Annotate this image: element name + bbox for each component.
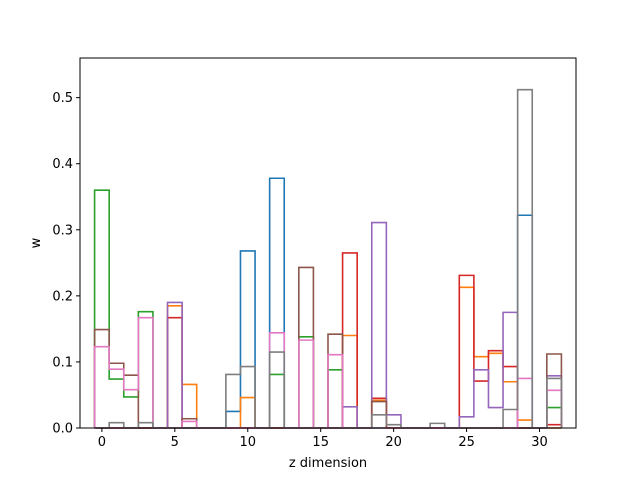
x-tick-label: 25 [458,435,475,450]
x-tick-label: 10 [239,435,256,450]
y-tick-label: 0.3 [52,223,73,238]
y-tick-label: 0.4 [52,157,73,172]
y-tick-label: 0.5 [52,91,73,106]
x-tick-label: 20 [385,435,402,450]
y-tick-label: 0.0 [52,422,73,437]
x-tick-label: 0 [98,435,106,450]
x-ticks: 0 5 10 15 20 25 30 [98,428,548,450]
x-axis-label: z dimension [289,456,367,471]
x-tick-label: 30 [531,435,548,450]
y-axis-label: w [29,237,44,248]
plot-frame [79,57,577,429]
x-tick-label: 5 [171,435,179,450]
x-tick-label: 15 [312,435,329,450]
y-tick-label: 0.2 [52,289,73,304]
y-ticks: 0.0 0.1 0.2 0.3 0.4 0.5 [52,91,80,437]
y-tick-label: 0.1 [52,355,73,370]
